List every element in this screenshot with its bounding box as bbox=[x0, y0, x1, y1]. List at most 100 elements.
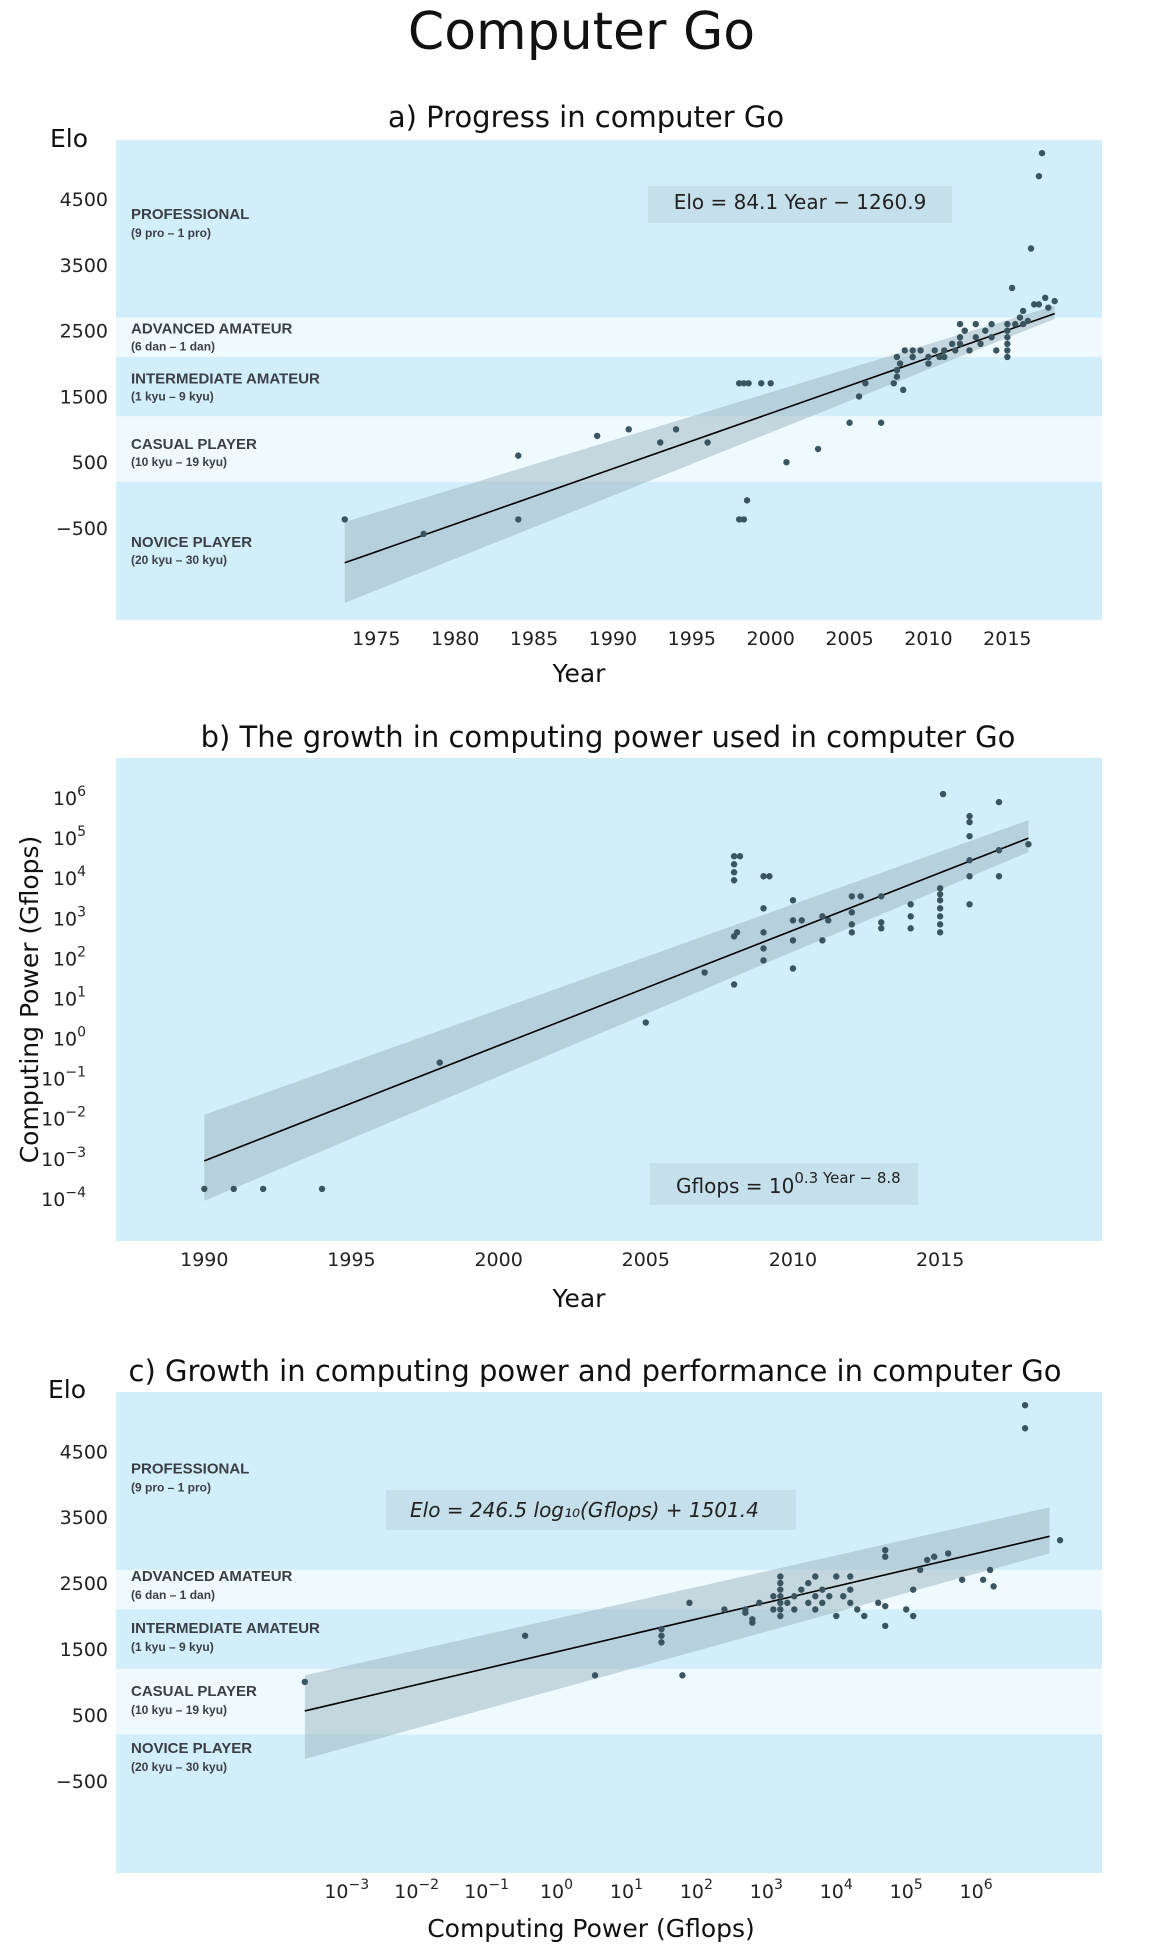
data-point bbox=[1024, 317, 1032, 325]
y-tick-label: −500 bbox=[56, 518, 108, 540]
data-point bbox=[760, 905, 767, 912]
y-tick-label: 100 bbox=[53, 1025, 86, 1051]
data-point bbox=[958, 1576, 966, 1583]
data-point bbox=[972, 334, 979, 341]
data-point bbox=[777, 1612, 784, 1620]
x-tick-label: 104 bbox=[820, 1877, 853, 1903]
data-point bbox=[758, 380, 765, 387]
data-point bbox=[658, 1632, 665, 1639]
data-point bbox=[515, 452, 522, 459]
data-point bbox=[847, 1599, 854, 1607]
data-point bbox=[730, 861, 738, 868]
data-point bbox=[848, 909, 856, 916]
zone-sublabel-professional: (9 pro – 1 pro) bbox=[131, 226, 211, 240]
data-point bbox=[990, 1583, 997, 1590]
x-tick-label-base: 10 bbox=[540, 1881, 564, 1903]
x-tick-label: 2000 bbox=[747, 628, 795, 650]
data-point bbox=[805, 1579, 812, 1587]
zone-sublabel-advanced-amateur: (6 dan – 1 dan) bbox=[131, 1588, 215, 1602]
data-point bbox=[855, 393, 863, 400]
data-point bbox=[857, 893, 864, 900]
data-point bbox=[986, 1566, 994, 1574]
data-point bbox=[941, 353, 948, 361]
data-point bbox=[982, 327, 989, 334]
y-tick-label: 500 bbox=[72, 1705, 108, 1727]
data-point bbox=[766, 873, 773, 880]
data-point bbox=[730, 981, 738, 988]
data-point bbox=[882, 1546, 889, 1554]
y-tick-label-base: 10 bbox=[41, 1189, 65, 1211]
zone-label-intermediate-amateur: INTERMEDIATE AMATEUR bbox=[131, 1620, 320, 1637]
data-point bbox=[925, 353, 932, 361]
x-tick-label-exp: −3 bbox=[349, 1877, 370, 1893]
data-point bbox=[941, 347, 948, 354]
data-point bbox=[791, 1593, 798, 1600]
data-point bbox=[341, 516, 348, 523]
y-tick-label: 1500 bbox=[60, 386, 108, 408]
x-tick-label: 2005 bbox=[825, 628, 873, 650]
data-point bbox=[760, 873, 767, 880]
confidence-band-c bbox=[304, 1507, 1050, 1760]
equation-b: Gflops = 100.3 Year − 8.8 bbox=[676, 1169, 901, 1198]
data-point bbox=[436, 1059, 443, 1066]
data-point bbox=[789, 965, 797, 972]
x-tick-label-base: 10 bbox=[464, 1881, 488, 1903]
y-tick-label: 10−1 bbox=[41, 1065, 86, 1091]
data-point bbox=[735, 516, 743, 523]
x-tick-label-base: 10 bbox=[680, 1881, 704, 1903]
x-axis-label-b: Year bbox=[552, 1284, 607, 1313]
data-point bbox=[956, 320, 964, 328]
data-point bbox=[657, 439, 664, 446]
x-tick-label: 106 bbox=[960, 1877, 993, 1903]
data-point bbox=[593, 432, 601, 440]
x-tick-label-base: 10 bbox=[610, 1881, 634, 1903]
data-point bbox=[777, 1579, 784, 1587]
data-point bbox=[819, 1599, 826, 1607]
data-point bbox=[966, 901, 973, 908]
y-tick-label: 4500 bbox=[60, 1441, 108, 1463]
data-point bbox=[1004, 353, 1011, 361]
y-tick-label-base: 10 bbox=[53, 1029, 77, 1051]
zone-sublabel-advanced-amateur: (6 dan – 1 dan) bbox=[131, 340, 215, 354]
data-point bbox=[923, 1556, 931, 1564]
data-point bbox=[890, 380, 897, 387]
x-tick-label-exp: 3 bbox=[774, 1877, 783, 1893]
data-point bbox=[907, 913, 914, 920]
data-point bbox=[936, 885, 944, 892]
data-point bbox=[679, 1672, 686, 1679]
data-point bbox=[730, 877, 738, 884]
data-point bbox=[730, 869, 738, 876]
y-tick-label: 10−4 bbox=[41, 1185, 86, 1211]
main-title: Computer Go bbox=[407, 2, 756, 62]
data-point bbox=[789, 897, 797, 904]
data-point bbox=[878, 893, 885, 900]
equation-box-c bbox=[386, 1490, 796, 1530]
data-point bbox=[882, 1553, 889, 1560]
zone-label-professional: PROFESSIONAL bbox=[131, 206, 249, 223]
data-point bbox=[995, 846, 1003, 854]
x-tick-label: 10−2 bbox=[394, 1877, 439, 1903]
data-point bbox=[909, 353, 916, 361]
y-axis-label-b: Computing Power (Gflops) bbox=[15, 836, 44, 1164]
data-point bbox=[812, 1573, 819, 1580]
x-tick-label-base: 10 bbox=[394, 1881, 418, 1903]
data-point bbox=[777, 1599, 784, 1607]
chart-title-c: c) Growth in computing power and perform… bbox=[129, 1354, 1062, 1388]
data-point bbox=[749, 1616, 756, 1623]
data-point bbox=[909, 347, 916, 354]
data-point bbox=[936, 891, 944, 898]
data-point bbox=[791, 1606, 798, 1613]
data-point bbox=[833, 1612, 840, 1620]
zone-band-novice-player bbox=[116, 481, 1102, 620]
x-tick-label-base: 10 bbox=[890, 1881, 914, 1903]
data-point bbox=[995, 873, 1003, 880]
zone-band-intermediate-amateur bbox=[116, 356, 1102, 417]
data-point bbox=[1019, 307, 1027, 315]
regression-line-b bbox=[204, 837, 1029, 1162]
y-tick-label: 105 bbox=[53, 824, 86, 850]
data-point bbox=[521, 1632, 529, 1639]
zone-label-intermediate-amateur: INTERMEDIATE AMATEUR bbox=[131, 370, 320, 387]
y-tick-label: 3500 bbox=[60, 255, 108, 277]
data-point bbox=[819, 937, 826, 944]
